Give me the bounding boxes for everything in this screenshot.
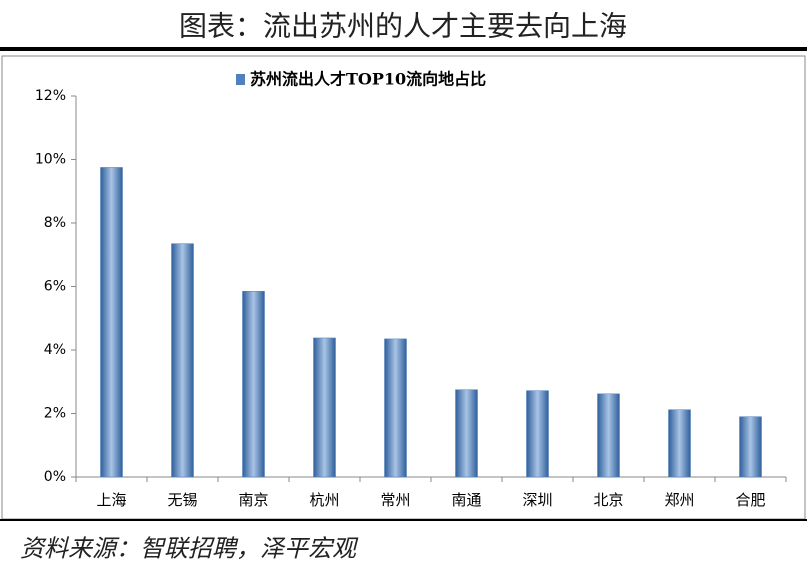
x-tick-label: 常州 [380, 491, 410, 509]
bar [384, 338, 407, 478]
chart-title: 图表：流出苏州的人才主要去向上海 [179, 10, 627, 43]
x-tick-label: 南京 [238, 491, 268, 509]
y-tick-label: 10% [35, 152, 66, 168]
x-tick-label: 北京 [593, 491, 623, 509]
x-tick-label: 深圳 [522, 491, 552, 509]
bar [171, 243, 194, 478]
y-tick-label: 4% [44, 342, 66, 358]
y-tick-label: 12% [35, 88, 66, 104]
bar [455, 389, 478, 478]
bar [668, 409, 691, 478]
source-note: 资料来源：智联招聘，泽平宏观 [20, 535, 359, 563]
bar [242, 291, 265, 478]
x-tick-label: 杭州 [309, 491, 339, 509]
y-tick-label: 0% [44, 469, 66, 485]
legend-label: 苏州流出人才TOP10流向地占比 [250, 70, 486, 89]
bar [739, 416, 762, 478]
x-tick-label: 合肥 [735, 491, 765, 509]
bar [100, 167, 123, 478]
footer-rule [0, 519, 807, 521]
bar [526, 390, 549, 478]
x-tick-label: 郑州 [664, 491, 694, 509]
header-rule [0, 47, 807, 51]
y-tick-label: 6% [44, 279, 66, 295]
y-tick-label: 8% [44, 215, 66, 231]
bar [313, 337, 336, 478]
y-tick-label: 2% [44, 406, 66, 422]
legend-swatch [236, 74, 245, 85]
x-tick-label: 上海 [96, 491, 126, 509]
x-tick-label: 无锡 [167, 491, 197, 509]
x-tick-label: 南通 [451, 491, 481, 509]
bar [597, 393, 620, 478]
